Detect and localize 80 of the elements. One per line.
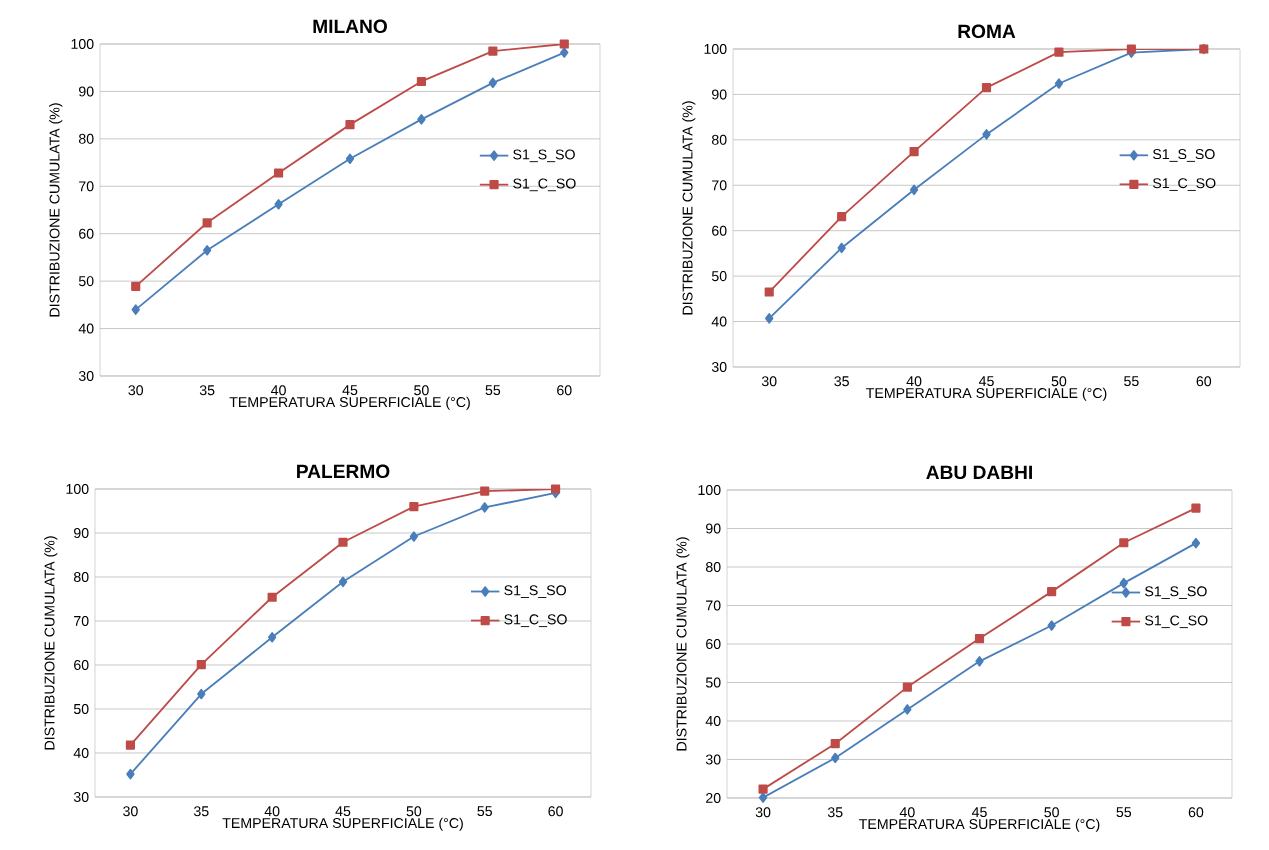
y-axis-title: DISTRIBUZIONE CUMULATA (%) [676,537,690,751]
x-tick-label: 55 [1124,376,1139,387]
chart-title: MILANO [313,19,387,34]
y-tick-label: 80 [73,571,89,582]
y-tick-label: 80 [711,134,727,145]
y-tick-label: 30 [711,361,727,372]
y-tick-label: 90 [79,86,94,97]
x-axis-title: TEMPERATURA SUPERFICIALE (°C) [866,387,1107,401]
y-tick-label: 80 [705,561,721,572]
x-tick-label: 35 [834,376,849,387]
y-tick-label: 70 [79,181,94,192]
chart-title: PALERMO [297,464,390,479]
y-tick-label: 70 [706,600,721,611]
y-tick-label: 80 [78,133,94,144]
x-tick-label: 50 [1044,807,1059,818]
y-tick-label: 100 [71,38,94,49]
x-tick-label: 60 [1196,376,1212,387]
y-tick-label: 50 [78,276,94,287]
x-tick-label: 40 [264,806,280,817]
x-tick-label: 55 [485,385,501,396]
y-axis-title: DISTRIBUZIONE CUMULATA (%) [682,101,696,315]
y-tick-label: 70 [74,615,89,626]
y-axis-title: DISTRIBUZIONE CUMULATA (%) [49,103,63,317]
legend-label: S1_C_SO [513,178,576,192]
y-tick-label: 60 [712,225,727,236]
x-tick-label: 55 [1116,807,1132,818]
x-tick-label: 40 [899,807,915,818]
y-tick-label: 100 [66,483,89,494]
x-tick-label: 40 [271,385,286,396]
x-tick-label: 30 [755,807,771,818]
y-tick-label: 30 [705,754,721,765]
y-tick-label: 60 [74,659,89,670]
y-tick-label: 90 [712,89,727,100]
y-axis-title: DISTRIBUZIONE CUMULATA (%) [44,536,58,750]
x-axis-title: TEMPERATURA SUPERFICIALE (°C) [222,817,463,831]
y-tick-label: 60 [79,228,94,239]
x-tick-label: 45 [342,385,358,396]
y-tick-label: 60 [706,638,721,649]
x-tick-label: 35 [193,806,209,817]
y-tick-label: 90 [706,523,721,534]
x-tick-label: 60 [1188,807,1204,818]
y-tick-label: 40 [705,715,721,726]
x-tick-label: 35 [199,385,215,396]
y-tick-label: 40 [78,323,94,334]
x-tick-label: 45 [335,806,351,817]
x-tick-label: 30 [128,385,144,396]
legend-label: S1_C_SO [504,614,567,628]
y-tick-label: 30 [73,791,89,802]
legend-label: S1_S_SO [1145,586,1207,600]
y-tick-label: 50 [711,271,727,282]
chart-title: ROMA [958,24,1016,39]
chart-title: ABU DABHI [926,465,1032,480]
legend-label: S1_C_SO [1145,615,1208,629]
x-tick-label: 50 [414,385,429,396]
legend-label: S1_C_SO [1153,178,1216,191]
y-tick-label: 50 [705,677,721,688]
legend-label: S1_S_SO [513,149,575,163]
x-tick-label: 40 [906,376,922,387]
y-tick-label: 90 [74,527,89,538]
y-tick-label: 50 [73,703,89,714]
y-tick-label: 40 [711,316,727,327]
y-tick-label: 70 [712,180,727,191]
x-tick-label: 30 [123,806,138,817]
x-axis-title: TEMPERATURA SUPERFICIALE (°C) [229,396,470,410]
x-tick-label: 60 [557,385,572,396]
legend-label: S1_S_SO [1153,149,1215,162]
y-tick-label: 100 [698,485,721,496]
x-tick-label: 50 [1051,376,1067,387]
y-tick-label: 100 [704,43,727,54]
legend-label: S1_S_SO [504,585,566,599]
y-tick-label: 20 [706,792,721,803]
x-tick-label: 45 [978,376,994,387]
x-axis-title: TEMPERATURA SUPERFICIALE (°C) [859,818,1100,832]
x-tick-label: 50 [406,806,422,817]
x-tick-label: 30 [761,376,777,387]
x-tick-label: 45 [971,807,987,818]
x-tick-label: 60 [548,806,563,817]
y-tick-label: 40 [73,747,89,758]
x-tick-label: 35 [827,807,843,818]
x-tick-label: 55 [477,806,493,817]
